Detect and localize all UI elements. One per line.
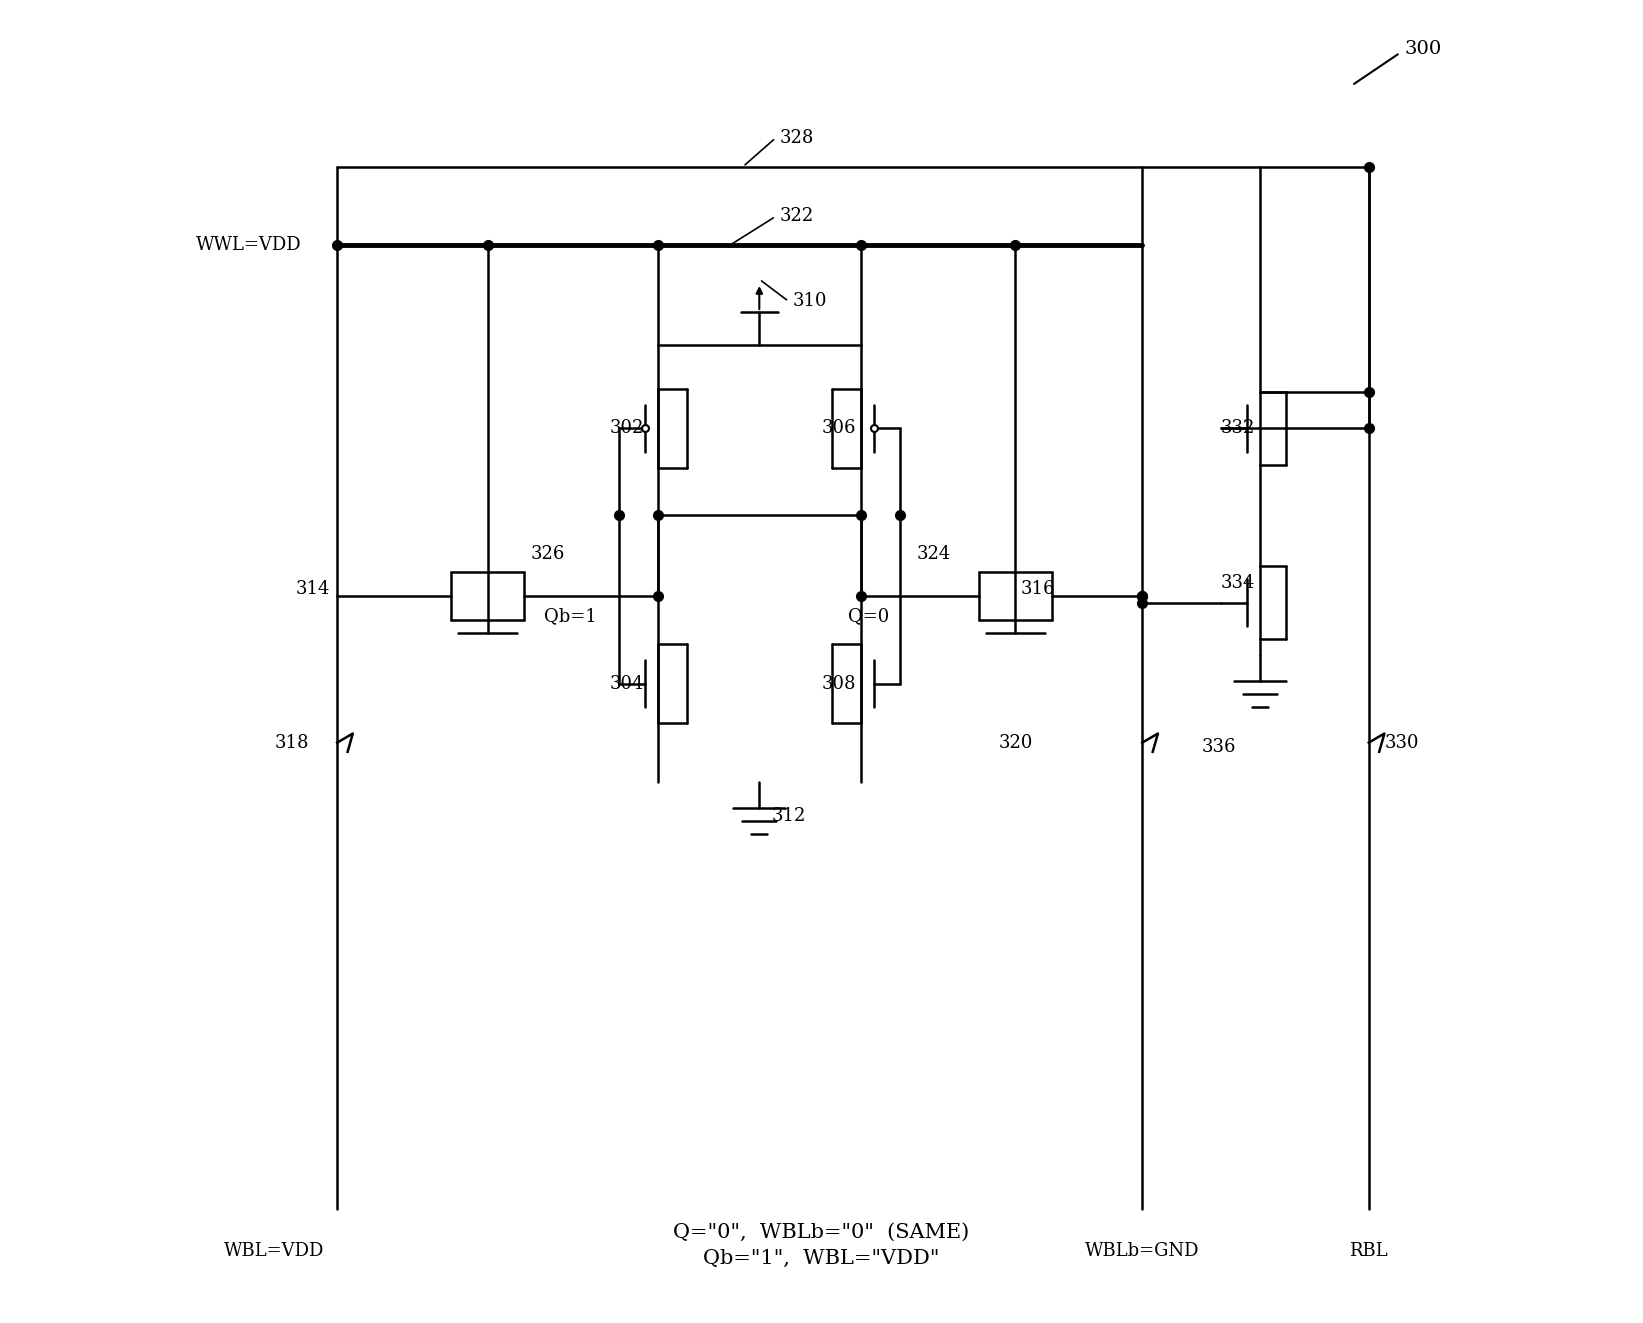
Text: 334: 334 xyxy=(1221,574,1255,591)
Text: 326: 326 xyxy=(531,545,565,564)
Text: 330: 330 xyxy=(1385,734,1420,751)
Text: Q="0",  WBLb="0"  (SAME): Q="0", WBLb="0" (SAME) xyxy=(674,1222,969,1242)
Text: 324: 324 xyxy=(917,545,951,564)
Text: 336: 336 xyxy=(1201,738,1236,755)
Text: WBLb=GND: WBLb=GND xyxy=(1084,1241,1199,1259)
Text: 318: 318 xyxy=(274,734,309,751)
Text: 312: 312 xyxy=(772,807,807,826)
Text: Q=0: Q=0 xyxy=(848,607,889,624)
Text: 302: 302 xyxy=(610,419,644,438)
Text: 320: 320 xyxy=(999,734,1032,751)
Text: Qb=1: Qb=1 xyxy=(544,607,596,624)
Text: 332: 332 xyxy=(1221,419,1255,438)
Text: WBL=VDD: WBL=VDD xyxy=(223,1241,324,1259)
Text: Qb="1",  WBL="VDD": Qb="1", WBL="VDD" xyxy=(703,1249,940,1267)
Text: 328: 328 xyxy=(780,128,813,147)
Text: 316: 316 xyxy=(1020,581,1055,598)
Text: 300: 300 xyxy=(1405,40,1441,58)
Text: 308: 308 xyxy=(822,675,856,693)
Text: 306: 306 xyxy=(822,419,856,438)
Text: RBL: RBL xyxy=(1349,1241,1388,1259)
Text: 314: 314 xyxy=(296,581,330,598)
Text: 310: 310 xyxy=(792,292,826,311)
Text: 322: 322 xyxy=(780,208,813,225)
Text: WWL=VDD: WWL=VDD xyxy=(196,237,301,254)
Text: 304: 304 xyxy=(610,675,644,693)
